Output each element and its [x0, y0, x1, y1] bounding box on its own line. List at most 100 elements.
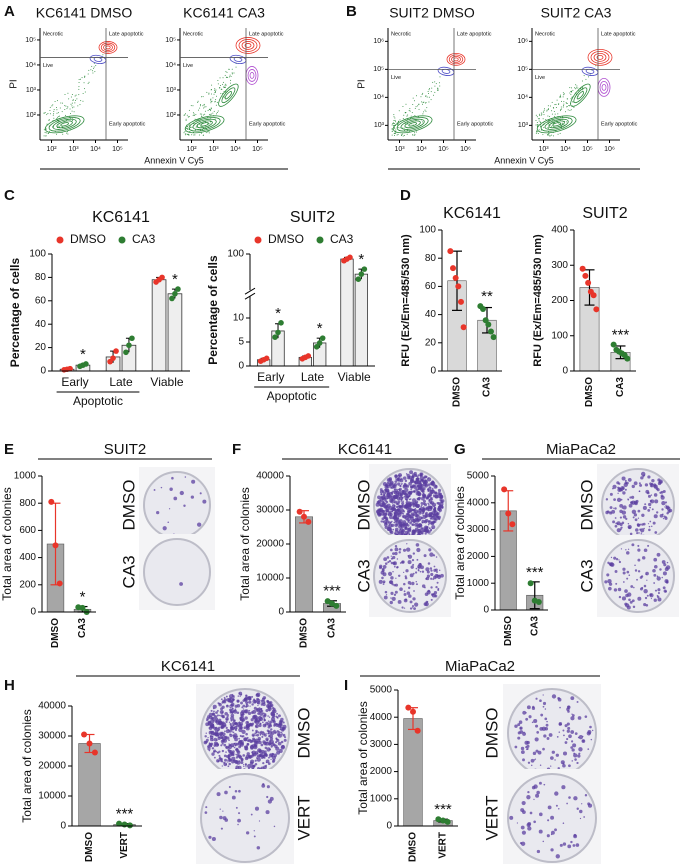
event-dot [210, 114, 212, 116]
colony [223, 761, 226, 764]
event-dot [210, 93, 212, 95]
event-dot [66, 132, 68, 134]
colony [229, 698, 231, 700]
event-dot [219, 85, 221, 87]
event-dot [437, 87, 439, 89]
x-tick-label: DMSO [84, 832, 95, 862]
event-dot [90, 69, 92, 71]
colony [542, 701, 547, 706]
legend-label: DMSO [70, 232, 106, 246]
legend-label: CA3 [132, 232, 156, 246]
colony [169, 487, 173, 491]
colony [234, 790, 238, 793]
colony [388, 559, 392, 563]
colony [415, 583, 418, 586]
colony [218, 731, 224, 736]
event-dot [228, 76, 230, 78]
colony [228, 786, 231, 789]
colony [265, 708, 269, 712]
event-dot [537, 133, 539, 135]
colony [642, 505, 647, 510]
colony [625, 549, 627, 551]
colony [560, 724, 562, 726]
colony [222, 736, 227, 741]
event-dot [214, 88, 216, 90]
colony [522, 710, 527, 715]
colony [205, 732, 207, 734]
event-dot [210, 98, 212, 100]
y-tick-label: 0 [238, 361, 244, 372]
x-tick-label: 10³ [394, 146, 405, 153]
colony [278, 731, 281, 734]
colony [654, 589, 658, 592]
y-tick-label: 5 [238, 337, 244, 348]
colony [520, 746, 525, 751]
event-dot [71, 110, 73, 112]
legend-label: DMSO [268, 232, 304, 246]
colony [587, 802, 591, 806]
event-dot [402, 135, 404, 137]
colony [205, 738, 209, 742]
colony [219, 709, 224, 715]
colony [204, 735, 207, 738]
event-dot [48, 119, 50, 121]
colony [621, 521, 625, 525]
colony [617, 492, 619, 494]
event-dot [56, 112, 58, 114]
colony [156, 510, 160, 515]
event-dot [193, 113, 195, 115]
colony [626, 551, 630, 555]
colony [220, 714, 224, 718]
colony [263, 750, 267, 754]
event-dot [186, 114, 188, 116]
contour [581, 66, 599, 76]
colony [412, 502, 416, 506]
colony [222, 816, 227, 821]
colony [550, 756, 554, 760]
colony [217, 734, 220, 737]
y-tick-label: 5000 [370, 685, 393, 696]
colony [656, 576, 661, 581]
event-dot [570, 94, 572, 96]
colony [551, 694, 557, 699]
contour [241, 41, 255, 50]
event-dot [186, 127, 188, 129]
event-dot [198, 123, 200, 125]
colony [230, 711, 233, 714]
colony [393, 565, 396, 568]
colony [219, 721, 224, 726]
colony [228, 721, 231, 723]
colony [267, 720, 270, 722]
colony [387, 491, 390, 493]
colony [394, 480, 398, 483]
event-dot [67, 133, 69, 135]
data-point [347, 254, 353, 261]
colony [235, 753, 237, 756]
colony [578, 747, 583, 752]
colony [639, 587, 643, 591]
event-dot [225, 84, 227, 86]
colony [514, 724, 518, 728]
colony [421, 521, 424, 524]
colony [440, 505, 444, 509]
event-dot [393, 126, 395, 128]
colony [391, 504, 396, 508]
colony [653, 493, 658, 497]
colony [404, 479, 408, 483]
colony [212, 712, 215, 716]
y-axis-label: Total area of colonies [0, 487, 14, 600]
colony [645, 604, 649, 607]
colony [663, 589, 667, 593]
event-dot [423, 101, 425, 103]
contour [200, 122, 209, 127]
colony [519, 842, 523, 845]
event-dot [391, 128, 393, 130]
colony [636, 578, 638, 581]
y-tick-label: 0 [30, 607, 36, 618]
quadrant-label: Necrotic [43, 31, 63, 37]
event-dot [549, 105, 551, 107]
colony [217, 702, 220, 704]
colony [570, 746, 573, 749]
colony [638, 482, 641, 485]
event-dot [230, 75, 232, 77]
